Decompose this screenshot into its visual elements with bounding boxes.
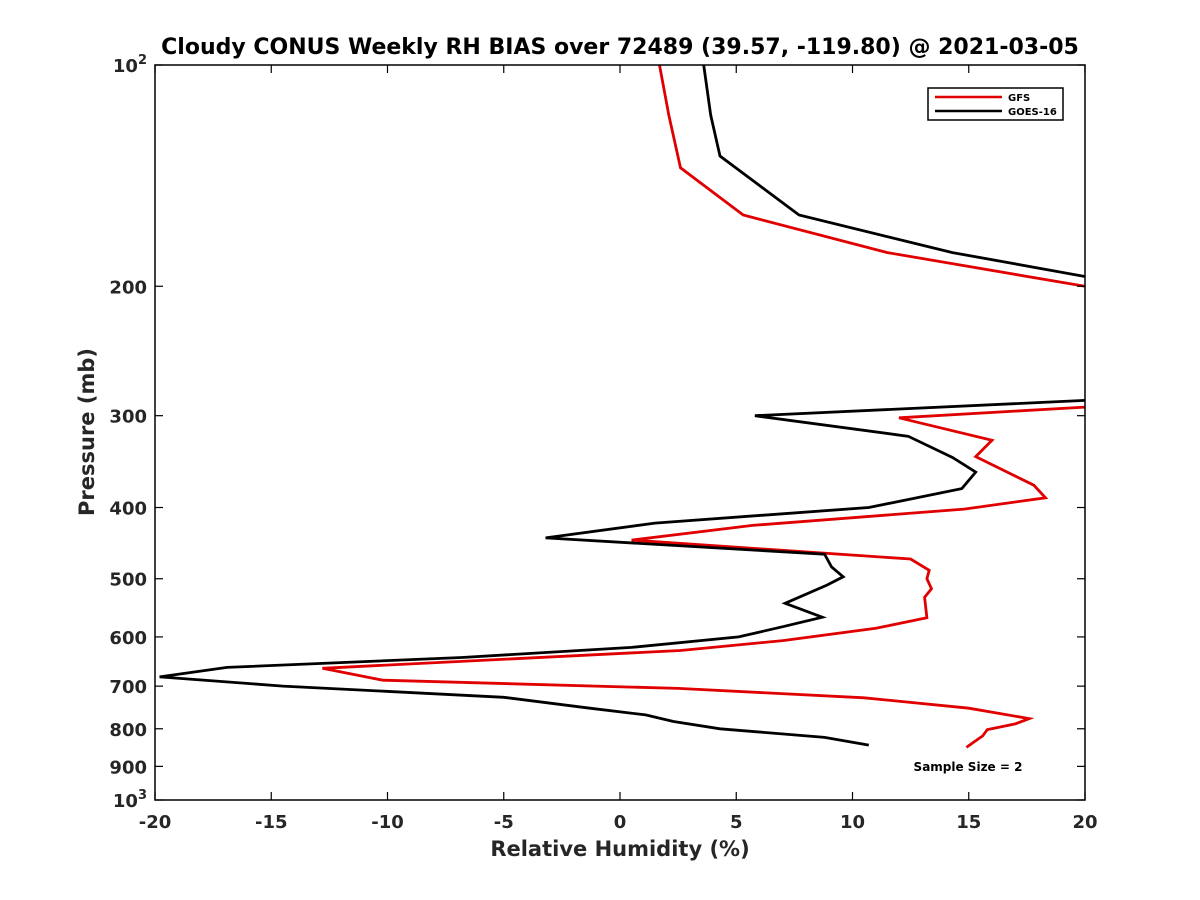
x-tick-label: 10 (840, 812, 865, 833)
y-axis: 102 200 300 400 500 600 700 800 900 103 (109, 53, 1085, 812)
x-axis-label: Relative Humidity (%) (490, 837, 749, 861)
legend-label-goes16: GOES-16 (1008, 107, 1057, 118)
x-tick-label: 5 (730, 812, 743, 833)
legend-box (927, 87, 1064, 121)
y-tick-label: 400 (109, 499, 147, 520)
x-tick-label: 0 (614, 812, 627, 833)
y-axis-label: Pressure (mb) (75, 348, 99, 516)
y-tick-label: 300 (109, 407, 147, 428)
x-tick-label: -10 (371, 812, 404, 833)
x-tick-label: -5 (494, 812, 514, 833)
y-tick-label: 500 (109, 570, 147, 591)
series-line-goes16-segment-1 (159, 399, 1085, 747)
y-tick-label: 200 (109, 277, 147, 298)
plot-lines (159, 65, 1085, 749)
x-tick-label: -15 (255, 812, 288, 833)
y-tick-label: 600 (109, 628, 147, 649)
y-tick-label: 700 (109, 677, 147, 698)
y-tick-label: 800 (109, 720, 147, 741)
legend-label-gfs: GFS (1008, 93, 1030, 104)
x-tick-label: 20 (1072, 812, 1097, 833)
sample-size-annotation: Sample Size = 2 (914, 760, 1023, 774)
y-tick-label: 102 (113, 53, 147, 77)
x-axis: -20 -15 -10 -5 0 5 10 15 20 (139, 65, 1098, 833)
x-tick-label: -20 (139, 812, 172, 833)
x-tick-label: 15 (956, 812, 981, 833)
legend: GFS GOES-16 (927, 87, 1064, 121)
plot-frame (154, 64, 1086, 801)
y-tick-label: 103 (113, 788, 147, 812)
series-line-gfs-segment-1 (322, 405, 1085, 749)
y-tick-label: 900 (109, 757, 147, 778)
chart-title: Cloudy CONUS Weekly RH BIAS over 72489 (… (161, 35, 1079, 60)
series-line-gfs-segment-0 (658, 65, 1085, 288)
series-line-goes16-segment-0 (702, 65, 1085, 278)
